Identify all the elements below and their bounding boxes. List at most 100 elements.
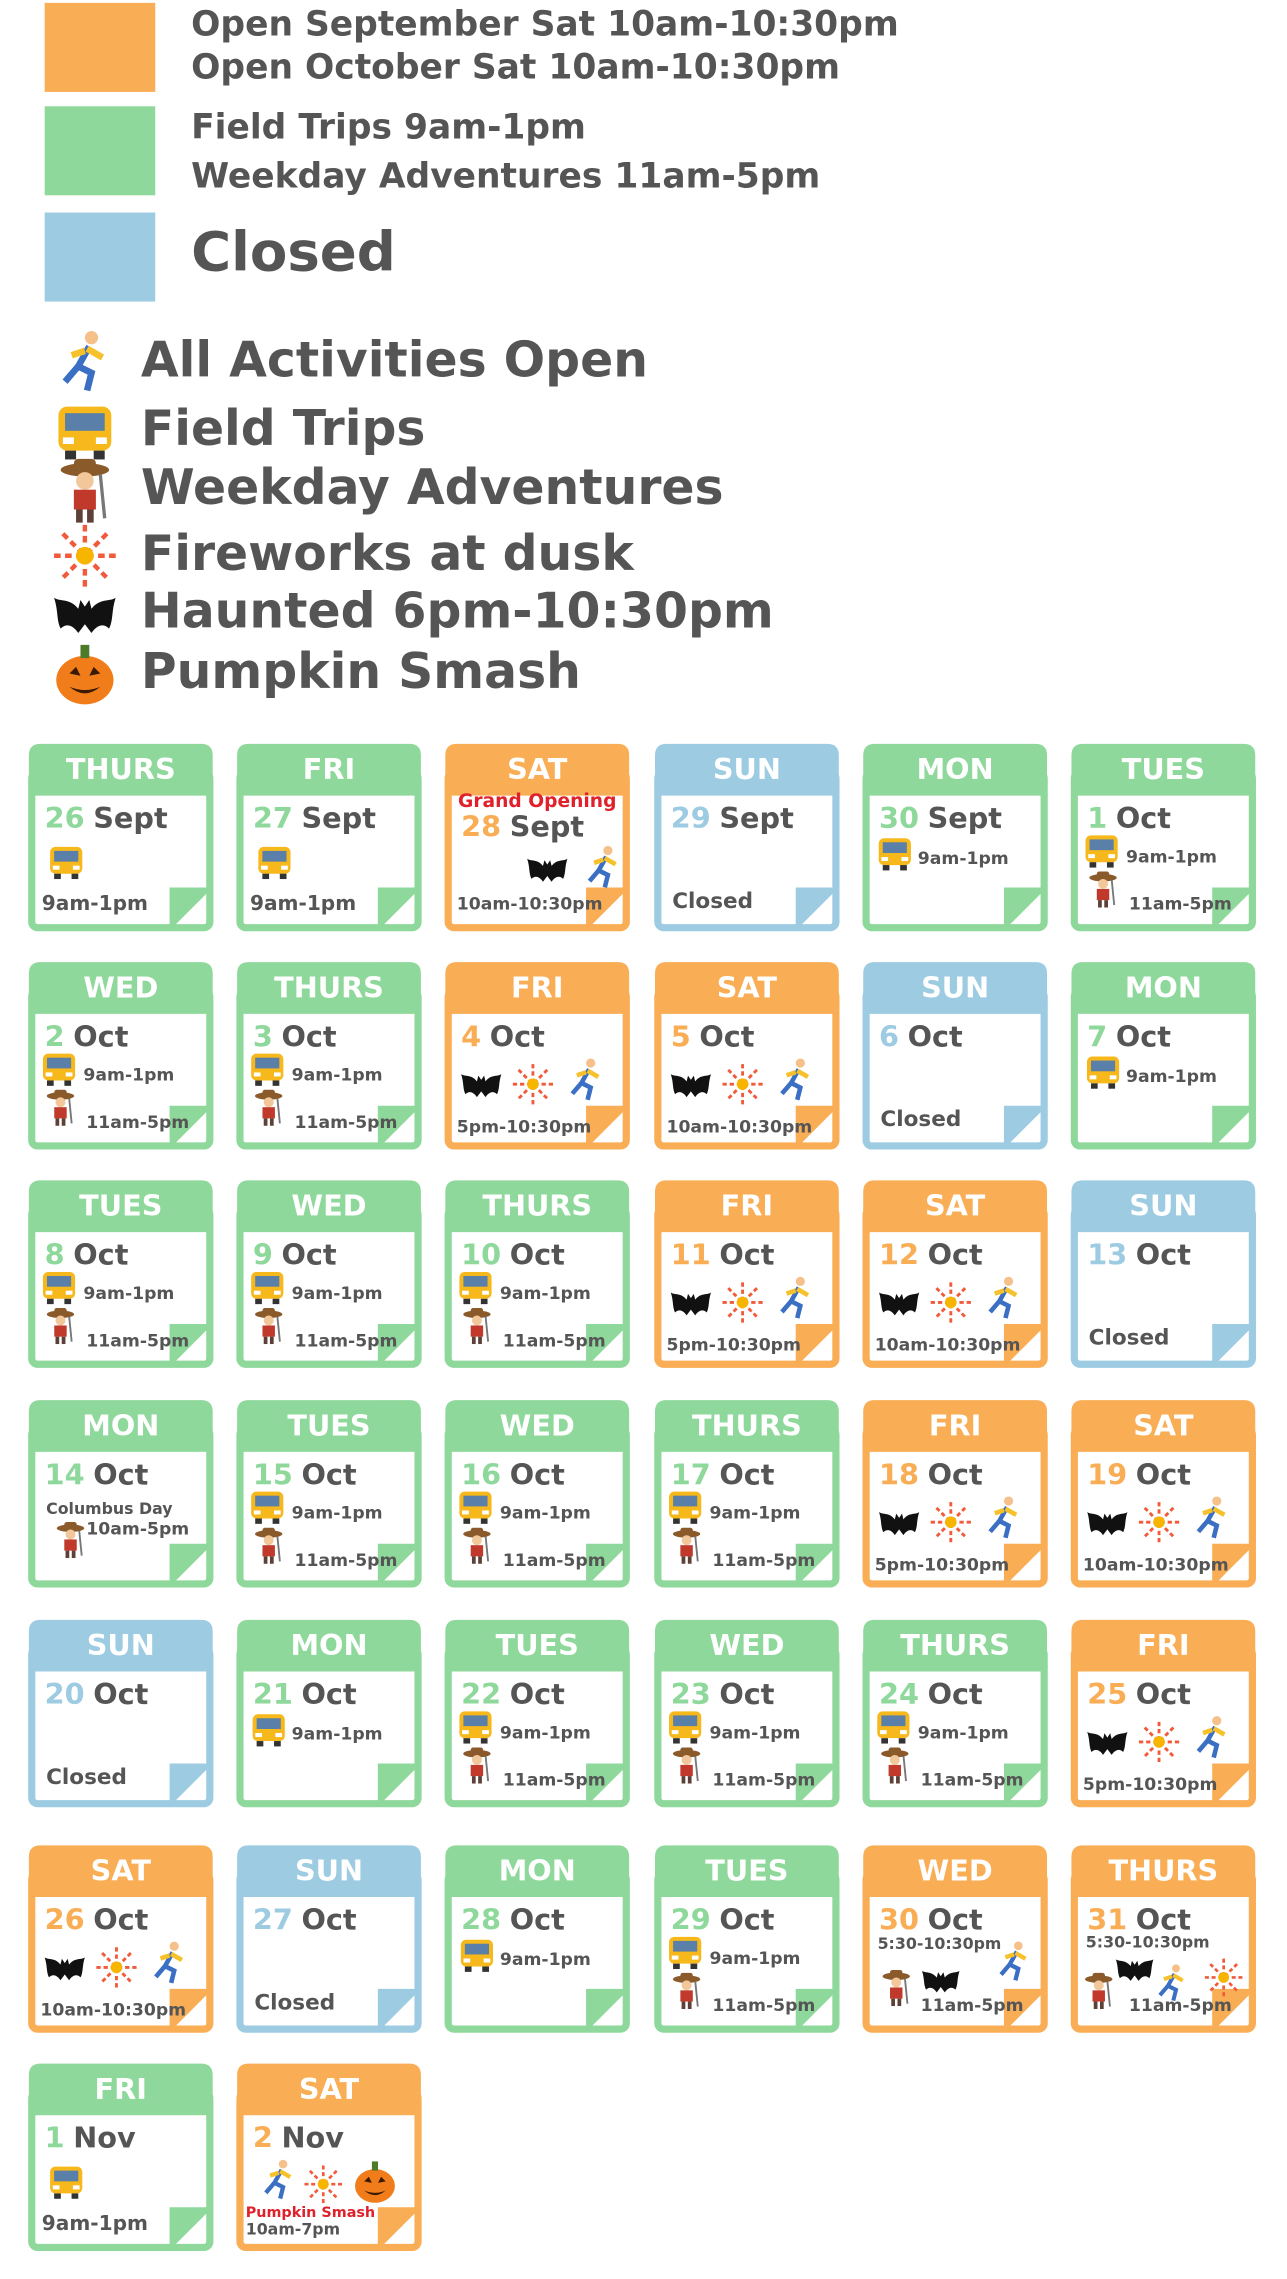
- month: Oct: [1136, 1238, 1191, 1272]
- legend-icon-label: Fireworks at dusk: [141, 525, 635, 582]
- day-card: TUES 29 Oct 9am-1pm 11am-5pm: [654, 1845, 840, 2033]
- legend-icon-label: Pumpkin Smash: [141, 643, 581, 700]
- card-header: [237, 962, 421, 1014]
- date: 22 Oct: [461, 1677, 565, 1711]
- day-number: 6: [879, 1019, 899, 1053]
- date: 21 Oct: [253, 1677, 357, 1711]
- legend-text: Open September Sat 10am-10:30pm: [191, 4, 899, 44]
- weekday: SAT: [91, 1854, 152, 1888]
- legend-text: Open October Sat 10am-10:30pm: [191, 47, 840, 87]
- month: Nov: [281, 2121, 344, 2155]
- icon-bus: [58, 406, 112, 460]
- note: Columbus Day: [46, 1499, 172, 1518]
- month: Oct: [73, 1238, 128, 1272]
- card-header: [28, 1845, 213, 1898]
- card-header: [1071, 962, 1256, 1014]
- card-header: [445, 1619, 630, 1672]
- weekday: MON: [82, 1408, 159, 1442]
- day-number: 26: [45, 801, 85, 835]
- time: 10am-10:30pm: [457, 895, 603, 915]
- weekday: THURS: [482, 1189, 592, 1223]
- time: 11am-5pm: [86, 1113, 189, 1133]
- weekday: MON: [917, 752, 994, 786]
- time: Closed: [1089, 1325, 1170, 1350]
- weekday: SAT: [507, 752, 568, 786]
- month: Oct: [510, 1238, 565, 1272]
- day-card: TUES 1 Oct 9am-1pm 11am-5pm: [1070, 743, 1256, 932]
- legend-swatch: [44, 106, 156, 196]
- weekday: TUES: [705, 1854, 788, 1888]
- month: Oct: [301, 1457, 356, 1491]
- card-header: [863, 1400, 1048, 1452]
- icon-run: [65, 331, 102, 390]
- time: 9am-1pm: [292, 1504, 383, 1524]
- day-number: 26: [45, 1902, 85, 1936]
- date: 30 Oct: [879, 1902, 983, 1936]
- day-number: 7: [1087, 1019, 1107, 1053]
- weekday: FRI: [721, 1189, 773, 1223]
- time: 9am-1pm: [918, 849, 1009, 869]
- month: Oct: [93, 1677, 148, 1711]
- month: Oct: [301, 1902, 356, 1936]
- card-header: [237, 1180, 421, 1233]
- weekday: MON: [1125, 970, 1202, 1004]
- time: 11am-5pm: [712, 1551, 815, 1571]
- day-card: SUN 13 Oct Closed: [1070, 1180, 1256, 1368]
- weekday: SUN: [1129, 1189, 1197, 1223]
- card-header: [1071, 1400, 1256, 1452]
- day-card: MON 30 Sept 9am-1pm: [862, 743, 1048, 932]
- card-header: [28, 1180, 213, 1233]
- day-card: MON 21 Oct 9am-1pm: [236, 1619, 422, 1808]
- time: 5:30-10:30pm: [878, 1934, 1002, 1953]
- card-fold: [795, 1988, 839, 2033]
- time: 10am-10:30pm: [875, 1336, 1021, 1356]
- date: 26 Oct: [45, 1902, 149, 1936]
- time: 11am-5pm: [921, 1996, 1024, 2016]
- day-card: WED 9 Oct 9am-1pm 11am-5pm: [236, 1180, 422, 1368]
- weekday: SUN: [713, 752, 781, 786]
- day-number: 1: [45, 2121, 65, 2155]
- legend-text: Field Trips 9am-1pm: [191, 108, 586, 148]
- month: Oct: [1116, 1019, 1171, 1053]
- card-header: [654, 1845, 839, 1898]
- time: 11am-5pm: [503, 1331, 606, 1351]
- time: 9am-1pm: [292, 1066, 383, 1086]
- date: 13 Oct: [1087, 1238, 1191, 1272]
- weekday: WED: [918, 1854, 993, 1888]
- day-card: TUES 15 Oct 9am-1pm 11am-5pm: [236, 1400, 422, 1588]
- day-card: FRI 27 Sept 9am-1pm: [236, 743, 422, 932]
- month: Sept: [510, 810, 585, 844]
- time: 11am-5pm: [712, 1771, 815, 1791]
- time: 9am-1pm: [918, 1723, 1009, 1743]
- month: Oct: [301, 1677, 356, 1711]
- month: Oct: [510, 1902, 565, 1936]
- day-number: 2: [253, 2121, 273, 2155]
- card-header: [1071, 1619, 1256, 1672]
- day-number: 9: [253, 1238, 273, 1272]
- card-header: [28, 1619, 213, 1672]
- time: 11am-5pm: [86, 1331, 189, 1351]
- weekday: FRI: [929, 1408, 981, 1442]
- time: 9am-1pm: [500, 1723, 591, 1743]
- card-header: [237, 1845, 421, 1898]
- time: 9am-1pm: [710, 1504, 801, 1524]
- card-header: [28, 743, 213, 796]
- date: 4 Oct: [461, 1019, 545, 1053]
- month: Oct: [719, 1238, 774, 1272]
- day-card: THURS 17 Oct 9am-1pm 11am-5pm: [654, 1400, 840, 1588]
- weekday: FRI: [95, 2072, 147, 2106]
- month: Oct: [281, 1019, 336, 1053]
- day-number: 31: [1087, 1902, 1127, 1936]
- time: 9am-1pm: [42, 2211, 148, 2235]
- card-header: [445, 962, 630, 1014]
- month: Sept: [928, 801, 1003, 835]
- icon-cow: [59, 457, 111, 523]
- time: 9am-1pm: [1126, 847, 1217, 867]
- month: Oct: [1136, 1457, 1191, 1491]
- date: 28 Sept: [461, 810, 584, 844]
- weekday: WED: [291, 1189, 366, 1223]
